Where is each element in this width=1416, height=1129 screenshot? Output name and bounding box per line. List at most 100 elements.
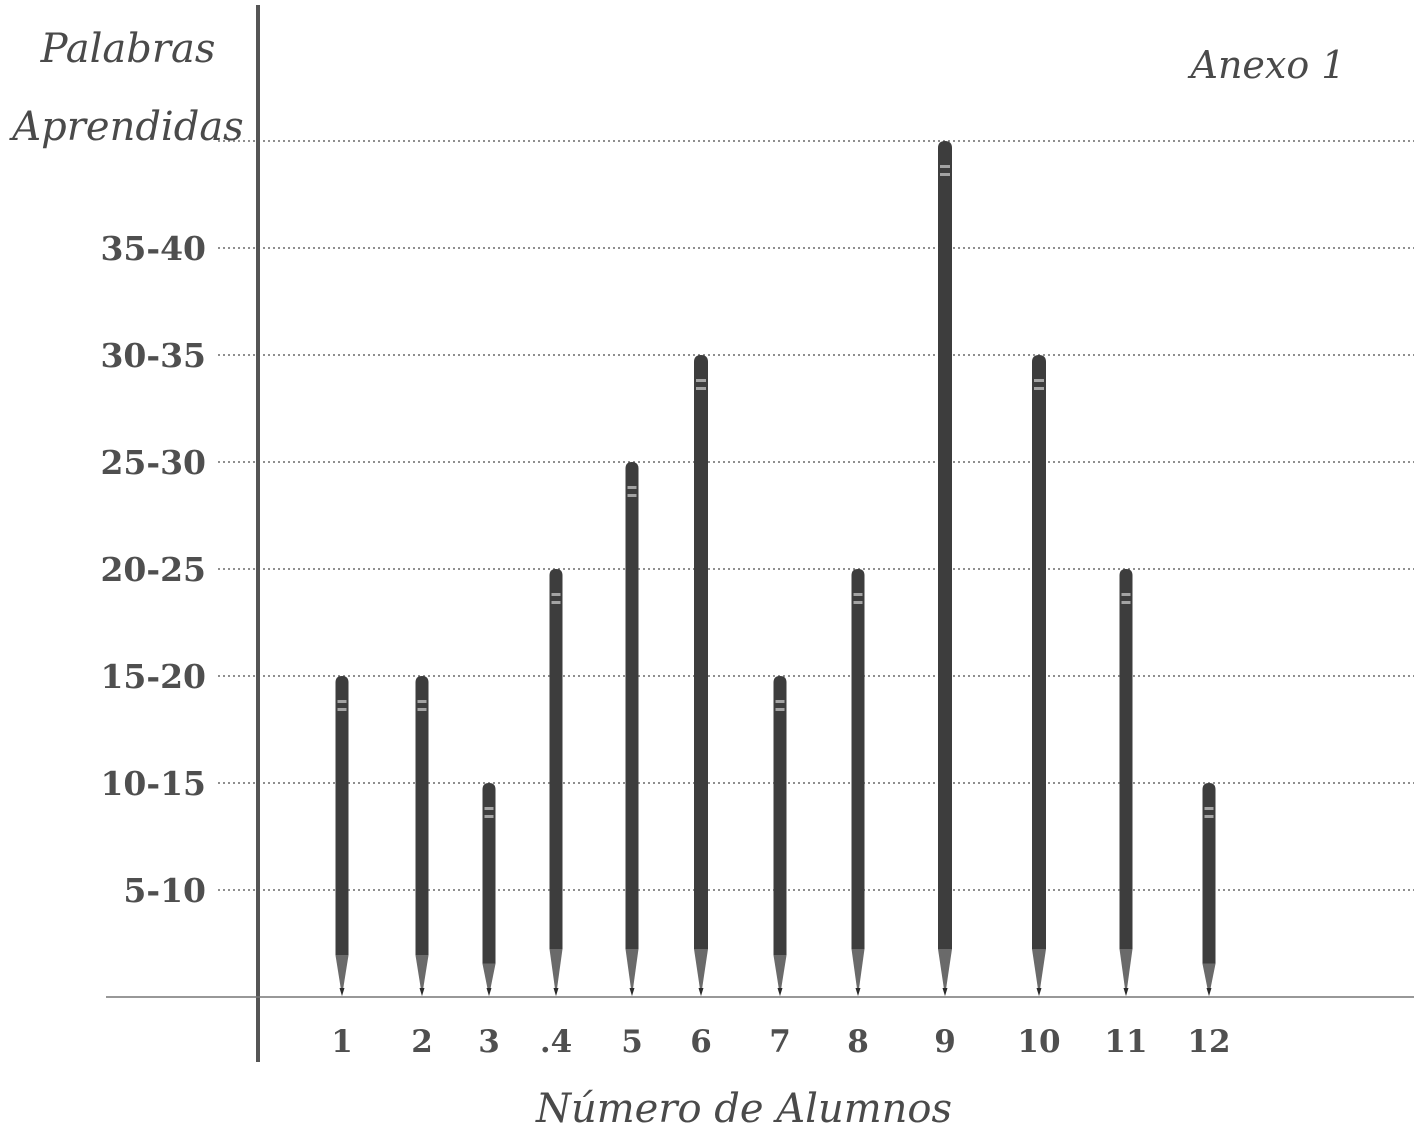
pencil-shaft — [1202, 783, 1216, 964]
pencil-ferrule-band — [551, 601, 561, 604]
pencil-shaft — [1032, 355, 1046, 949]
pencil-tip — [694, 949, 708, 996]
pencil-tip — [482, 963, 496, 996]
pencil-ferrule-band — [484, 807, 494, 810]
pencil-ferrule-band — [337, 700, 347, 703]
pencil-tip — [938, 949, 952, 996]
x-tick-label: 8 — [847, 1024, 869, 1060]
pencil-bar-11 — [1119, 569, 1133, 996]
x-axis-label: Número de Alumnos — [535, 1086, 952, 1129]
pencil-lead — [1036, 988, 1042, 996]
pencil-bar-.4 — [549, 569, 563, 996]
y-axis-label-line-1: Palabras — [40, 26, 216, 72]
x-tick-labels: 1 2 3.4 5 6 7 8 9 10 11 12 — [331, 1024, 1230, 1060]
pencil-lead — [855, 988, 861, 996]
x-tick-label: 11 — [1104, 1024, 1147, 1060]
pencil-ferrule-band — [1204, 815, 1214, 818]
pencil-ferrule-band — [1121, 593, 1131, 596]
pencil-lead — [486, 988, 492, 996]
y-tick-label: 15-20 — [100, 657, 206, 696]
pencil-lead — [339, 988, 345, 996]
annex-label: Anexo 1 — [1188, 43, 1346, 87]
pencil-ferrule-band — [696, 387, 706, 390]
pencil-bar-5 — [625, 462, 639, 996]
y-tick-label: 5-10 — [123, 871, 206, 910]
pencil-bar-2 — [415, 676, 429, 996]
pencil-bar-8 — [851, 569, 865, 996]
pencil-ferrule-band — [775, 708, 785, 711]
x-tick-label: 7 — [769, 1024, 791, 1060]
pencil-lead — [777, 988, 783, 996]
pencil-tip — [549, 949, 563, 996]
pencil-shaft — [415, 676, 429, 956]
x-tick-label: 10 — [1017, 1024, 1060, 1060]
x-tick-label: 5 — [621, 1024, 643, 1060]
pencil-tip — [851, 949, 865, 996]
pencil-ferrule-band — [775, 700, 785, 703]
pencil-bar-10 — [1032, 355, 1046, 996]
pencil-shaft — [694, 355, 708, 949]
pencil-ferrule-band — [853, 601, 863, 604]
pencil-shaft — [335, 676, 349, 956]
x-tick-label: 1 — [331, 1024, 353, 1060]
pencil-ferrule-band — [551, 593, 561, 596]
pencil-tip — [415, 955, 429, 996]
pencil-bar-9 — [938, 141, 952, 996]
pencil-shaft — [625, 462, 639, 949]
pencil-lead — [1206, 988, 1212, 996]
pencil-lead — [1123, 988, 1129, 996]
pencil-bar-6 — [694, 355, 708, 996]
pencil-shaft — [1119, 569, 1133, 949]
pencil-shaft — [938, 141, 952, 949]
pencil-ferrule-band — [337, 708, 347, 711]
y-tick-label: 35-40 — [100, 229, 206, 268]
pencil-lead — [419, 988, 425, 996]
pencil-ferrule-band — [940, 173, 950, 176]
y-tick-labels: 5-10 10-15 15-20 20-25 25-30 30-35 35-40 — [100, 229, 206, 910]
pencil-shaft — [851, 569, 865, 949]
x-tick-label: 3 — [478, 1024, 500, 1060]
pencil-tip — [1119, 949, 1133, 996]
y-tick-label: 30-35 — [100, 336, 206, 375]
y-tick-label: 10-15 — [100, 764, 206, 803]
pencil-lead — [942, 988, 948, 996]
pencil-ferrule-band — [696, 379, 706, 382]
pencil-ferrule-band — [853, 593, 863, 596]
pencil-bar-3 — [482, 783, 496, 996]
pencil-tip — [625, 949, 639, 996]
pencil-ferrule-band — [417, 708, 427, 711]
x-tick-label: .4 — [540, 1024, 572, 1060]
x-tick-label: 9 — [934, 1024, 956, 1060]
pencil-ferrule-band — [417, 700, 427, 703]
axes — [106, 5, 1414, 1062]
pencil-ferrule-band — [627, 494, 637, 497]
pencil-ferrule-band — [484, 815, 494, 818]
pencil-tip — [1202, 963, 1216, 996]
pencil-tip — [335, 955, 349, 996]
pencil-lead — [698, 988, 704, 996]
x-tick-label: 2 — [411, 1024, 433, 1060]
pencil-lead — [629, 988, 635, 996]
y-tick-label: 25-30 — [100, 443, 206, 482]
pencil-ferrule-band — [1121, 601, 1131, 604]
y-axis-label-line-2: Aprendidas — [8, 104, 243, 150]
x-tick-label: 12 — [1187, 1024, 1230, 1060]
pencil-ferrule-band — [1034, 387, 1044, 390]
pencil-lead — [553, 988, 559, 996]
pencil-shaft — [773, 676, 787, 956]
pencil-tip — [773, 955, 787, 996]
pencil-shaft — [482, 783, 496, 964]
pencil-ferrule-band — [1204, 807, 1214, 810]
x-tick-label: 6 — [690, 1024, 712, 1060]
pencil-shaft — [549, 569, 563, 949]
pencil-bars — [335, 141, 1216, 996]
pencil-bar-1 — [335, 676, 349, 996]
pencil-ferrule-band — [940, 165, 950, 168]
pencil-ferrule-band — [1034, 379, 1044, 382]
pencil-tip — [1032, 949, 1046, 996]
pencil-bar-12 — [1202, 783, 1216, 996]
pencil-ferrule-band — [627, 486, 637, 489]
pencil-bar-7 — [773, 676, 787, 996]
